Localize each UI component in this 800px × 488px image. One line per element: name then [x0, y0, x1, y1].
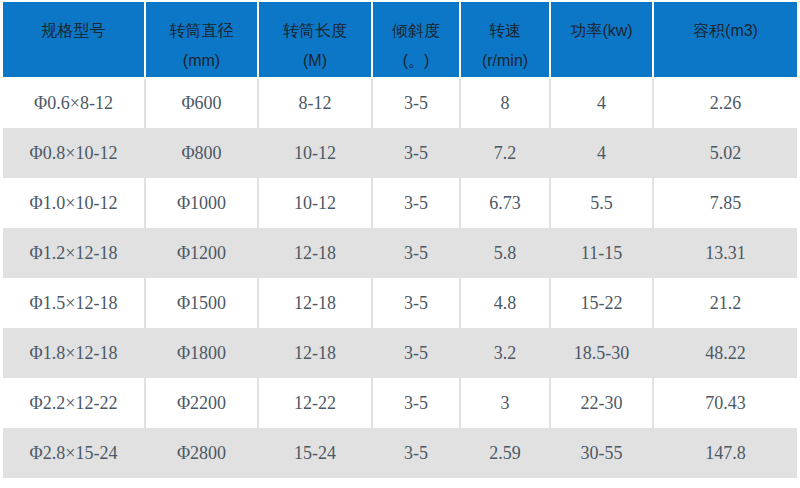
cell: 5.8: [460, 228, 550, 278]
column-header-0: 规格型号: [3, 2, 145, 78]
cell: Φ0.6×8-12: [3, 78, 145, 128]
cell: 12-18: [258, 328, 372, 378]
cell: 21.2: [653, 278, 797, 328]
table-row: Φ0.6×8-12Φ6008-123-5842.26: [3, 78, 797, 128]
column-header-2: 转筒长度 (M): [258, 2, 372, 78]
cell: 15-24: [258, 428, 372, 478]
cell: 12-22: [258, 378, 372, 428]
cell: 3-5: [372, 278, 460, 328]
header-row: 规格型号转筒直径 (mm)转筒长度 (M)倾斜度 (。)转速 (r/min)功率…: [3, 2, 797, 78]
cell: Φ1200: [145, 228, 258, 278]
cell: Φ600: [145, 78, 258, 128]
cell: Φ1.8×12-18: [3, 328, 145, 378]
cell: 3-5: [372, 228, 460, 278]
cell: 5.5: [550, 178, 653, 228]
cell: 13.31: [653, 228, 797, 278]
cell: 70.43: [653, 378, 797, 428]
cell: 3-5: [372, 378, 460, 428]
cell: Φ1000: [145, 178, 258, 228]
cell: 3-5: [372, 428, 460, 478]
cell: 147.8: [653, 428, 797, 478]
table-row: Φ1.2×12-18Φ120012-183-55.811-1513.31: [3, 228, 797, 278]
table-row: Φ1.5×12-18Φ150012-183-54.815-2221.2: [3, 278, 797, 328]
cell: 12-18: [258, 228, 372, 278]
cell: 3-5: [372, 328, 460, 378]
table-row: Φ2.2×12-22Φ220012-223-5322-3070.43: [3, 378, 797, 428]
cell: 15-22: [550, 278, 653, 328]
cell: 4: [550, 78, 653, 128]
table-row: Φ0.8×10-12Φ80010-123-57.245.02: [3, 128, 797, 178]
page: 规格型号转筒直径 (mm)转筒长度 (M)倾斜度 (。)转速 (r/min)功率…: [0, 0, 800, 478]
cell: 7.2: [460, 128, 550, 178]
table-row: Φ1.8×12-18Φ180012-183-53.218.5-3048.22: [3, 328, 797, 378]
cell: 7.85: [653, 178, 797, 228]
column-header-3: 倾斜度 (。): [372, 2, 460, 78]
cell: Φ800: [145, 128, 258, 178]
cell: 3-5: [372, 178, 460, 228]
cell: Φ1.5×12-18: [3, 278, 145, 328]
cell: 3.2: [460, 328, 550, 378]
table-header-row: 规格型号转筒直径 (mm)转筒长度 (M)倾斜度 (。)转速 (r/min)功率…: [3, 2, 797, 78]
cell: 10-12: [258, 178, 372, 228]
cell: 18.5-30: [550, 328, 653, 378]
cell: Φ2200: [145, 378, 258, 428]
cell: 30-55: [550, 428, 653, 478]
cell: 10-12: [258, 128, 372, 178]
cell: 3-5: [372, 78, 460, 128]
column-header-5: 功率(kw): [550, 2, 653, 78]
table-row: Φ1.0×10-12Φ100010-123-56.735.57.85: [3, 178, 797, 228]
cell: Φ0.8×10-12: [3, 128, 145, 178]
cell: 4: [550, 128, 653, 178]
cell: 3-5: [372, 128, 460, 178]
cell: 8-12: [258, 78, 372, 128]
cell: Φ2.8×15-24: [3, 428, 145, 478]
table-row: Φ2.8×15-24Φ280015-243-52.5930-55147.8: [3, 428, 797, 478]
cell: 8: [460, 78, 550, 128]
cell: 11-15: [550, 228, 653, 278]
cell: Φ2800: [145, 428, 258, 478]
cell: Φ1.0×10-12: [3, 178, 145, 228]
cell: 48.22: [653, 328, 797, 378]
cell: 5.02: [653, 128, 797, 178]
cell: 6.73: [460, 178, 550, 228]
cell: 22-30: [550, 378, 653, 428]
specification-table: 规格型号转筒直径 (mm)转筒长度 (M)倾斜度 (。)转速 (r/min)功率…: [3, 2, 797, 478]
cell: Φ1.2×12-18: [3, 228, 145, 278]
column-header-4: 转速 (r/min): [460, 2, 550, 78]
cell: Φ1500: [145, 278, 258, 328]
cell: Φ2.2×12-22: [3, 378, 145, 428]
cell: Φ1800: [145, 328, 258, 378]
cell: 4.8: [460, 278, 550, 328]
cell: 2.59: [460, 428, 550, 478]
column-header-1: 转筒直径 (mm): [145, 2, 258, 78]
cell: 2.26: [653, 78, 797, 128]
cell: 12-18: [258, 278, 372, 328]
cell: 3: [460, 378, 550, 428]
table-body: Φ0.6×8-12Φ6008-123-5842.26Φ0.8×10-12Φ800…: [3, 78, 797, 478]
column-header-6: 容积(m3): [653, 2, 797, 78]
